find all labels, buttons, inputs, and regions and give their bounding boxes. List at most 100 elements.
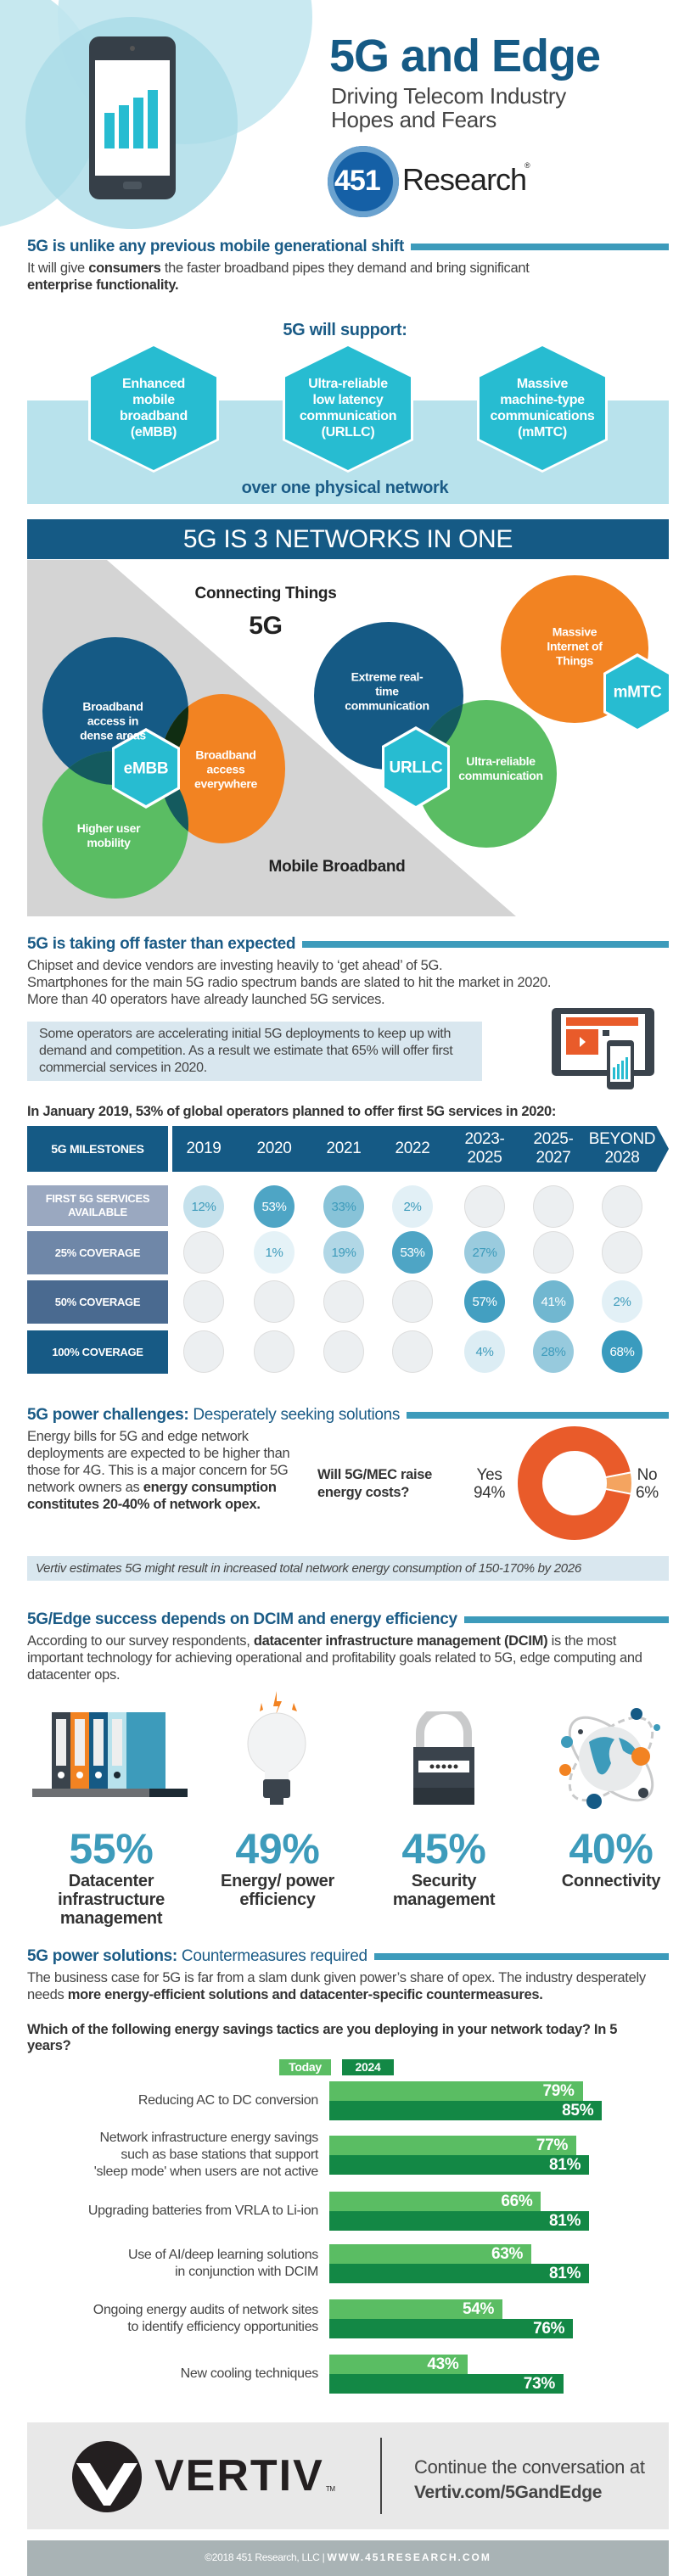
bar-2024: 81%: [329, 2264, 590, 2283]
bar-today: 77%: [329, 2136, 577, 2155]
smartphone-icon: [89, 36, 176, 199]
milestone-year: 2022: [395, 1140, 430, 1157]
label-line: 'sleep mode' when users are not active: [93, 2164, 319, 2179]
heading-text: 5G power solutions: Countermeasures requ…: [27, 1947, 367, 1966]
milestone-bubble: 19%: [323, 1231, 364, 1274]
milestone-bubble: 4%: [464, 1330, 505, 1373]
heading-divider: [411, 244, 669, 250]
shift-body: It will give consumers the faster broadb…: [27, 260, 638, 294]
milestone-bubble: [392, 1330, 433, 1373]
milestones-header-bar: [172, 1126, 669, 1172]
bar-category-label: Ongoing energy audits of network sites to…: [93, 2302, 319, 2336]
milestone-bubble: 1%: [254, 1231, 295, 1274]
tablet-phone-icon: [552, 1008, 654, 1089]
copyright-bar: ©2018 451 Research, LLC | WWW.451RESEARC…: [27, 2540, 669, 2576]
milestone-bubble: [323, 1280, 364, 1323]
power-body: Energy bills for 5G and edge network dep…: [27, 1428, 307, 1513]
text: The business case for 5G is far from a s…: [27, 1970, 646, 2002]
vertiv-estimate-note: Vertiv estimates 5G might result in incr…: [27, 1556, 669, 1581]
milestone-bubble: [464, 1185, 505, 1228]
center-5g-label: 5G: [249, 612, 283, 640]
text-line: Smartphones for the main 5G radio spectr…: [27, 975, 552, 990]
stat-value: 40%: [569, 1825, 654, 1873]
milestone-bubble: [183, 1330, 224, 1373]
milestone-bubble: 12%: [183, 1185, 224, 1228]
stat-value: 55%: [69, 1825, 154, 1873]
label-dense-areas: Broadband access in dense areas: [80, 699, 146, 742]
bold-text: enterprise functionality.: [27, 277, 179, 293]
milestone-row-label: 50% COVERAGE: [27, 1280, 168, 1324]
circle-reliable: [416, 700, 557, 848]
networks-banner: 5G IS 3 NETWORKS IN ONE: [27, 519, 669, 559]
hex-label-embb: eMBB: [123, 759, 169, 778]
label-line: to identify efficiency opportunities: [127, 2320, 318, 2334]
label-line: Use of AI/deep learning solutions: [127, 2248, 318, 2262]
milestone-bubble: [183, 1280, 224, 1323]
stat-label: Energy/ power efficiency: [221, 1872, 334, 1909]
bar-category-label: New cooling techniques: [181, 2366, 319, 2383]
heading-bold: 5G power solutions:: [27, 1947, 177, 1965]
text: Energy bills for 5G and edge network dep…: [27, 1429, 290, 1495]
page-title: 5G and Edge: [329, 31, 601, 81]
donut-slice-yes: [516, 1425, 632, 1542]
binders-icon: [32, 1712, 188, 1797]
stat-label: Connectivity: [561, 1872, 661, 1890]
dcim-stat: 40% Connectivity: [535, 1826, 687, 1890]
text-line: Chipset and device vendors are investing…: [27, 958, 443, 973]
label-line: Ongoing energy audits of network sites: [93, 2303, 319, 2317]
bar-today: 63%: [329, 2244, 532, 2264]
section-heading-shift: 5G is unlike any previous mobile generat…: [27, 238, 669, 256]
milestone-year: 2019: [186, 1140, 222, 1157]
label-line: Upgrading batteries from VRLA to Li-ion: [87, 2204, 318, 2218]
heading-divider: [373, 1953, 669, 1960]
yes-label: Yes 94%: [474, 1466, 505, 1502]
logo-number: 451: [334, 165, 381, 197]
vertiv-logo-icon: [72, 2441, 142, 2512]
bar-today: 79%: [329, 2081, 583, 2101]
bold-text: energy consumption constitutes 20-40% of…: [27, 1480, 277, 1512]
milestone-bubble: [254, 1330, 295, 1373]
milestone-row-label: FIRST 5G SERVICES AVAILABLE: [27, 1185, 168, 1226]
label-mobility: Higher user mobility: [76, 821, 141, 849]
no-text: No: [637, 1466, 658, 1484]
section-heading-solutions: 5G power solutions: Countermeasures requ…: [27, 1947, 669, 1966]
yes-text: Yes: [476, 1466, 502, 1484]
networks-diagram: [27, 560, 671, 916]
stat-value: 49%: [235, 1825, 320, 1873]
milestone-bubble: [392, 1280, 433, 1323]
no-value: 6%: [636, 1484, 659, 1502]
dcim-stat: 45% Security management: [367, 1826, 520, 1909]
mobile-broadband-label: Mobile Broadband: [268, 858, 406, 876]
energy-cost-donut-chart: [516, 1425, 633, 1542]
label-reliable: Ultra-reliable communication: [458, 754, 543, 782]
heading-text: 5G is unlike any previous mobile generat…: [27, 238, 404, 255]
label-line: Reducing AC to DC conversion: [137, 2093, 318, 2108]
section-heading-takeoff: 5G is taking off faster than expected: [27, 935, 669, 954]
globe-icon: [559, 1708, 660, 1809]
heading-divider: [407, 1412, 669, 1419]
separator: |: [322, 2551, 328, 2563]
label-realtime: Extreme real-time communication: [345, 669, 429, 713]
text: the faster broadband pipes they demand a…: [160, 260, 530, 276]
vertiv-trademark: TM: [325, 2485, 335, 2493]
website-link[interactable]: WWW.451RESEARCH.COM: [327, 2551, 491, 2563]
milestone-bubble: [533, 1185, 574, 1228]
text: According to our survey respondents,: [27, 1633, 254, 1649]
dcim-stat: 49% Energy/ power efficiency: [201, 1826, 354, 1909]
footer-url-link[interactable]: Vertiv.com/5GandEdge: [414, 2483, 603, 2502]
callout-box: Some operators are accelerating initial …: [27, 1022, 482, 1081]
yes-value: 94%: [474, 1484, 506, 1502]
milestone-bubble: [533, 1231, 574, 1274]
heading-text: 5G/Edge success depends on DCIM and ener…: [27, 1610, 457, 1628]
heading-divider: [302, 941, 669, 948]
vertiv-footer: VERTIV TM Continue the conversation at V…: [27, 2422, 669, 2529]
milestone-bubble: 53%: [392, 1231, 433, 1274]
bold-text: more energy-efficient solutions and data…: [67, 1987, 543, 2002]
hex-label-urllc: URLLC: [389, 759, 443, 777]
physical-network-label: over one physical network: [241, 479, 449, 497]
page-subtitle-line1: Driving Telecom Industry: [331, 83, 566, 109]
milestone-year: BEYOND 2028: [588, 1130, 656, 1167]
bar-category-label: Upgrading batteries from VRLA to Li-ion: [88, 2203, 318, 2220]
logo-circle: [328, 146, 399, 217]
padlock-icon: [413, 1711, 474, 1805]
